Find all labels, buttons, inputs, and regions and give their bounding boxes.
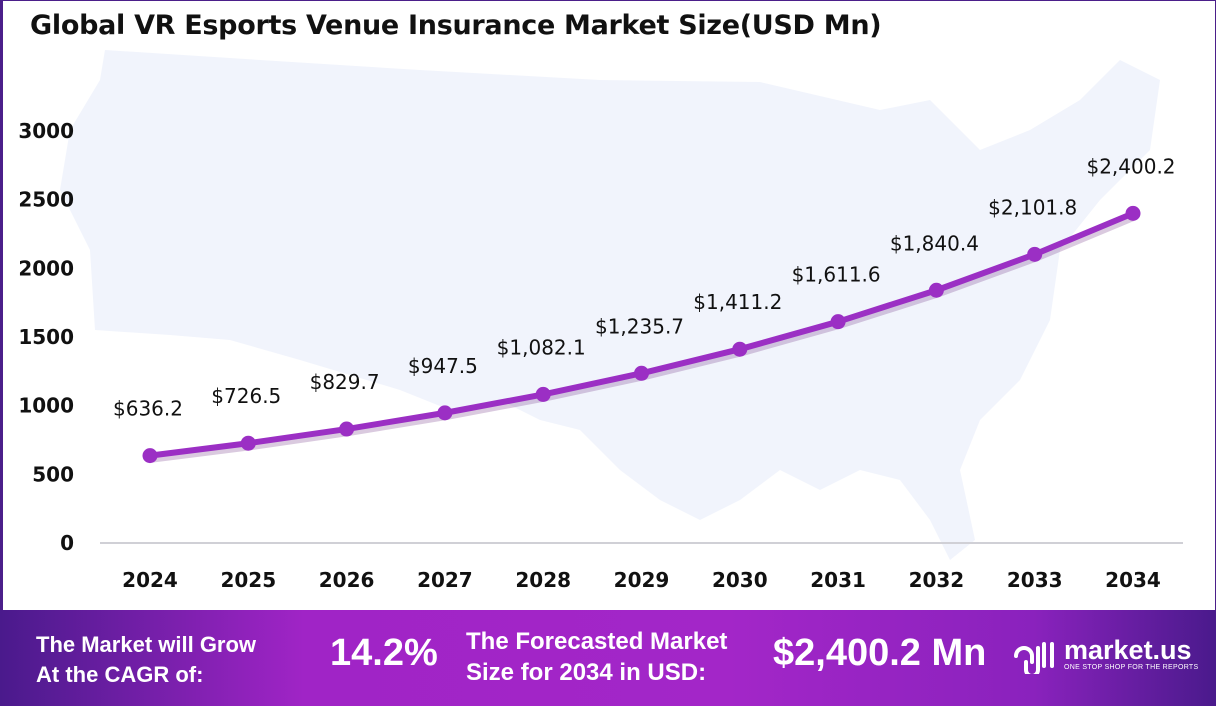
line-chart: 0 500 1000 1500 2000 2500 3000 2024 2025 2026 2027… <box>18 50 1183 592</box>
data-point <box>732 341 748 357</box>
footer-banner: The Market will Grow At the CAGR of: 14.… <box>0 610 1216 706</box>
data-point <box>634 365 649 381</box>
x-tick-label: 2028 <box>515 568 571 592</box>
y-tick-label: 500 <box>32 462 74 486</box>
data-label: $1,082.1 <box>497 335 586 359</box>
forecast-label: The Forecasted Market Size for 2034 in U… <box>466 626 727 688</box>
y-tick-label: 0 <box>60 531 74 555</box>
data-label: $2,400.2 <box>1086 154 1175 178</box>
data-label: $1,611.6 <box>792 263 881 287</box>
cagr-label: The Market will Grow At the CAGR of: <box>36 630 256 690</box>
data-point <box>437 405 453 421</box>
x-tick-label: 2027 <box>417 568 473 592</box>
forecast-label-line2: Size for 2034 in USD: <box>466 659 707 686</box>
data-point <box>535 386 551 402</box>
data-label: $1,411.2 <box>693 290 782 314</box>
data-label: $2,101.8 <box>988 195 1077 219</box>
x-tick-label: 2025 <box>220 568 276 592</box>
forecast-label-line1: The Forecasted Market <box>466 628 728 655</box>
x-tick-label: 2033 <box>1007 568 1063 592</box>
data-point <box>339 421 355 437</box>
data-label: $636.2 <box>113 397 183 421</box>
y-tick-label: 2500 <box>18 188 74 212</box>
cagr-label-line1: The Market will Grow <box>36 632 257 657</box>
y-tick-label: 2000 <box>18 256 74 280</box>
data-point <box>1125 205 1141 221</box>
forecast-value: $2,400.2 Mn <box>773 632 987 674</box>
x-tick-label: 2032 <box>909 568 965 592</box>
data-point <box>830 314 846 330</box>
y-tick-label: 1000 <box>18 394 74 418</box>
market-us-logo-icon <box>1014 642 1054 674</box>
y-tick-label: 3000 <box>18 119 74 143</box>
data-label: $947.5 <box>408 354 478 378</box>
data-point <box>928 282 944 298</box>
x-tick-label: 2029 <box>614 568 670 592</box>
cagr-label-line2: At the CAGR of: <box>36 662 204 687</box>
data-point <box>1027 246 1043 262</box>
data-label: $1,235.7 <box>595 314 684 338</box>
x-tick-label: 2030 <box>712 568 768 592</box>
data-point <box>142 448 158 464</box>
cagr-value: 14.2% <box>330 632 438 674</box>
x-tick-label: 2026 <box>319 568 375 592</box>
y-tick-label: 1500 <box>18 325 74 349</box>
x-tick-label: 2031 <box>810 568 866 592</box>
x-tick-label: 2024 <box>122 568 178 592</box>
data-label: $1,840.4 <box>890 231 979 255</box>
us-map-background <box>60 50 1160 560</box>
data-label: $829.7 <box>310 370 380 394</box>
brand-logo: market.us ONE STOP SHOP FOR THE REPORTS <box>1012 634 1198 674</box>
data-point <box>240 435 256 451</box>
chart-title: Global VR Esports Venue Insurance Market… <box>30 10 882 41</box>
brand-name: market.us <box>1064 635 1192 665</box>
brand-tagline: ONE STOP SHOP FOR THE REPORTS <box>1064 664 1199 671</box>
data-label: $726.5 <box>211 384 281 408</box>
x-tick-label: 2034 <box>1105 568 1161 592</box>
